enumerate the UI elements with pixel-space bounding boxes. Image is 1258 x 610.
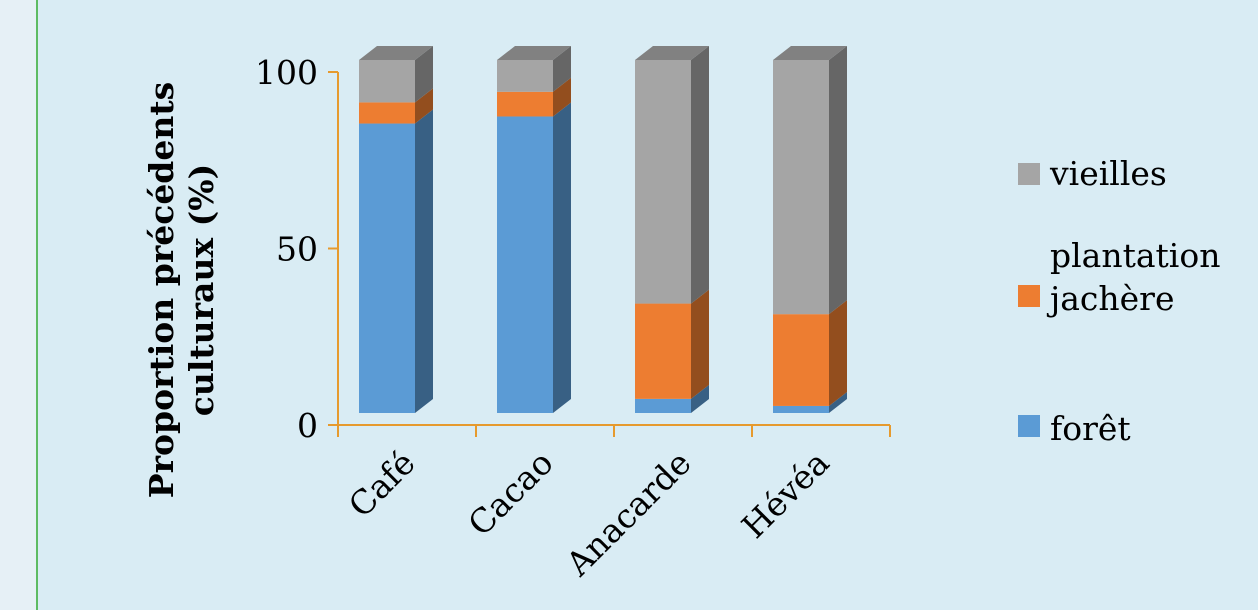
bar-side-anacarde-forêt [691,384,709,413]
bar-side-cacao-jachère [553,77,571,117]
bar-top-cacao [497,46,571,60]
bar-side-hévéa-forêt [829,391,847,413]
bar-top-hévéa [773,46,847,60]
bar-front-hévéa-jachère [773,314,829,406]
x-tick-label-hévéa: Hévéa [734,443,837,546]
x-tick-label-anacarde: Anacarde [558,443,699,584]
bar-front-café-vieilles [359,60,415,103]
y-axis-title-line1: Proportion précédents [142,82,181,498]
y-axis-title-line2: culturaux (%) [182,164,221,416]
legend-swatch-vieilles [1018,163,1040,185]
legend-label-vieilles-line2: plantation [1050,236,1220,275]
bar-front-café-jachère [359,102,415,124]
bar-front-café-forêt [359,123,415,413]
bar-front-anacarde-jachère [635,303,691,399]
bar-front-hévéa-forêt [773,405,829,413]
bar-side-anacarde-vieilles [691,46,709,304]
x-tick-label-café: Café [341,443,423,525]
legend-label-foret: forêt [1050,409,1131,448]
legend-swatch-foret [1018,415,1040,437]
bar-side-anacarde-jachère [691,289,709,399]
bar-side-cacao-vieilles [553,46,571,92]
legend-swatch-jachere [1018,285,1040,307]
bar-side-café-vieilles [415,46,433,103]
bar-side-hévéa-jachère [829,300,847,406]
bar-front-cacao-forêt [497,116,553,413]
bar-top-anacarde [635,46,709,60]
bar-front-cacao-jachère [497,91,553,117]
legend-label-jachere: jachère [1046,279,1174,318]
bar-front-anacarde-forêt [635,398,691,413]
y-tick-label-50: 50 [276,230,318,269]
chart-panel: 0 50 100 Café Cacao Anacarde Hévéa Proportion … [36,0,1258,610]
bar-side-café-jachère [415,88,433,124]
y-tick-label-100: 100 [255,53,318,92]
bar-front-cacao-vieilles [497,60,553,92]
bar-front-anacarde-vieilles [635,60,691,304]
bar-side-cacao-forêt [553,102,571,413]
y-tick-label-0: 0 [297,406,318,445]
bar-top-café [359,46,433,60]
legend: vieilles plantation jachère forêt [1018,154,1220,448]
bar-side-café-forêt [415,109,433,413]
bar-front-hévéa-vieilles [773,60,829,315]
bar-side-hévéa-vieilles [829,46,847,315]
x-tick-label-cacao: Cacao [460,443,560,543]
legend-label-vieilles-line1: vieilles [1049,154,1167,193]
